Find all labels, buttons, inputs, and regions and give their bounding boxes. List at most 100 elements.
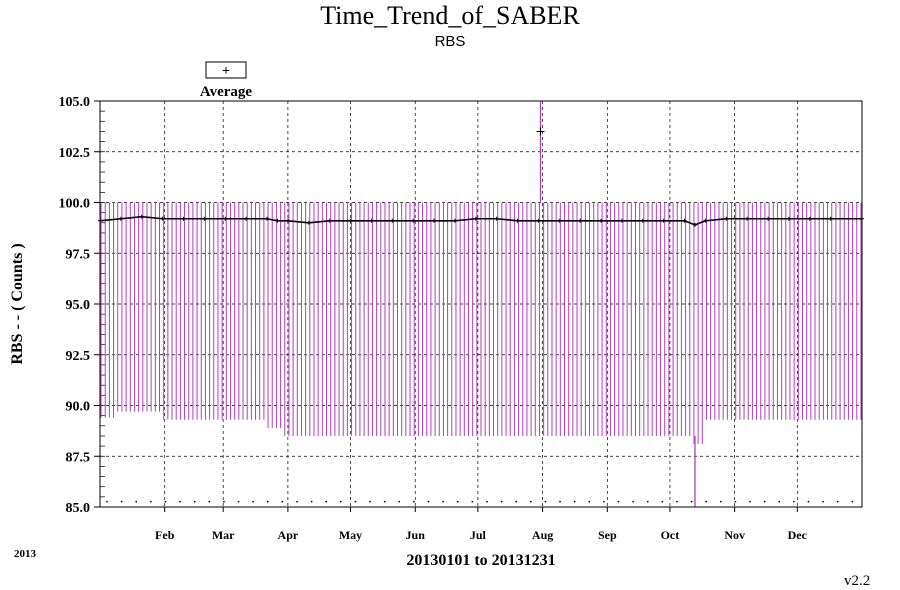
bottom-dot [456,500,459,503]
average-point [118,216,123,221]
average-point [766,216,771,221]
bottom-dot [851,500,854,503]
average-point [640,218,645,223]
bottom-dot [150,500,152,503]
average-point [348,218,353,223]
average-point [139,214,144,219]
x-tick-label: Jul [470,528,487,542]
y-tick-label: 85.0 [66,501,91,516]
y-tick-label: 90.0 [66,400,91,415]
bottom-dot [646,500,649,503]
x-axis-label: 20130101 to 20131231 [406,552,555,569]
average-point [599,218,604,223]
average-point [202,216,207,221]
bottom-dot [208,500,211,503]
average-point [244,216,249,221]
bottom-dot [354,500,357,503]
x-tick-label: Aug [532,528,553,542]
average-point [432,218,437,223]
bottom-dot [632,500,634,503]
bottom-dot [223,500,225,503]
bottom-dot [296,500,298,503]
average-point [745,216,750,221]
average-point [692,222,697,227]
chart-title: Time_Trend_of_SABER [320,1,580,30]
y-axis-label: RBS - - ( Counts ) [9,243,26,364]
average-point [327,218,332,223]
bottom-dot [398,500,401,503]
chart-subtitle: RBS [435,33,466,50]
average-point [181,216,186,221]
bottom-dot [164,500,167,503]
average-point [306,220,311,225]
average-point [369,218,374,223]
average-point [265,216,270,221]
x-tick-label: Apr [278,528,299,542]
bottom-dot [617,500,620,503]
average-point [160,216,165,221]
average-point [390,218,395,223]
bottom-dot [705,500,707,503]
bottom-dot [237,500,240,503]
year-label: 2013 [14,548,37,560]
average-point [578,218,583,223]
x-tick-label: Feb [155,528,175,542]
bottom-dot [778,500,780,503]
bottom-dot [135,500,137,503]
bottom-dot [193,500,196,503]
average-point [807,216,812,221]
x-tick-label: May [339,528,362,542]
average-point [411,218,416,223]
bottom-dot [807,500,810,503]
average-point [786,216,791,221]
bottom-dot [544,500,547,503]
y-tick-label: 95.0 [66,298,91,313]
x-tick-label: Mar [212,528,235,542]
average-point [473,216,478,221]
y-tick-label: 105.0 [59,95,91,110]
y-tick-label: 92.5 [66,349,91,364]
average-point [724,216,729,221]
average-point [828,216,833,221]
bottom-dot [734,500,737,503]
average-point [703,218,708,223]
bottom-dot [106,500,108,503]
x-tick-label: Sep [598,528,617,542]
bottom-dot [369,500,371,503]
average-point [536,218,541,223]
plot-frame [99,100,863,508]
y-tick-label: 100.0 [59,197,91,212]
average-outlier-point [536,127,545,136]
average-point [285,218,290,223]
bottom-dot [267,500,269,503]
bottom-dot [559,500,561,503]
bottom-dot [720,500,722,503]
bottom-dot [661,500,664,503]
bottom-dot [471,500,474,503]
bottom-dot [120,500,123,503]
bottom-dot [763,500,766,503]
bottom-dot [427,500,430,503]
plot-area: 85.0 87.5 90.0 92.5 95.0 97.5 100.0 102.5 105.0 F… [59,95,864,542]
legend-label: Average [200,84,253,100]
average-point [661,218,666,223]
average-point [515,218,520,223]
bottom-dot [486,500,488,503]
bottom-dot [442,500,444,503]
bottom-dot [530,500,532,503]
average-point [275,218,280,223]
x-tick-label: Nov [724,528,745,542]
x-tick-label: Dec [788,528,808,542]
average-point [494,216,499,221]
average-point [223,216,228,221]
bottom-dot [252,500,254,503]
legend-marker: + [222,64,230,79]
bottom-dot [822,500,824,503]
bottom-dot [325,500,327,503]
bottom-dot [836,500,839,503]
bottom-dot [179,500,181,503]
y-tick-label: 87.5 [66,450,91,465]
version-label: v2.2 [844,573,870,589]
average-point [682,218,687,223]
